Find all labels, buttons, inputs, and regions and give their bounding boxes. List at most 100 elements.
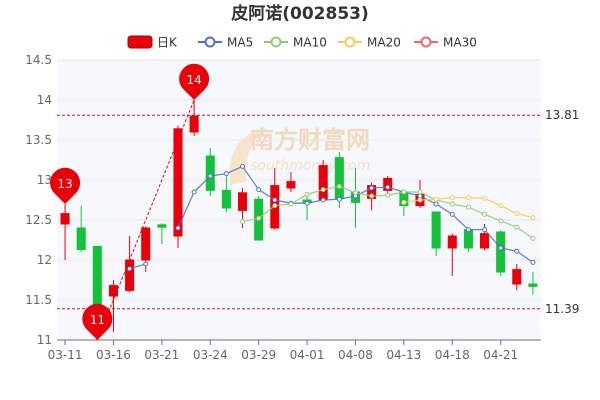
candle-body [496,231,506,273]
reference-line-label: 13.81 [545,108,579,122]
candle-body [205,155,215,191]
ma5-point [304,200,310,206]
legend-marker-swatch [270,36,282,48]
x-tick-label: 03-24 [193,348,228,362]
price-marker: 13 [50,167,81,204]
legend-item[interactable]: MA30 [414,36,477,50]
ma5-point [369,185,375,191]
ma5-point [449,211,455,217]
ma10-point [369,193,375,199]
ma10-point [256,215,262,221]
ma10-point [449,201,455,207]
legend-label: MA20 [367,36,401,50]
candle-body [383,177,393,191]
pin-label: 11 [90,313,105,327]
ma10-point [417,189,423,195]
x-axis: 03-11 03-16 03-21 03-24 03-29 04-01 04-08 04-13… [48,339,541,362]
plot-area [57,60,541,340]
candle-body [528,283,538,287]
legend-marker-swatch [344,36,356,48]
x-tick-label: 04-01 [290,348,325,362]
ma5-point [465,227,471,233]
candle-body [286,181,296,189]
legend-item[interactable]: MA20 [338,36,401,50]
ma10-point [498,218,504,224]
ma10-point [482,211,488,217]
candle-body [512,269,522,285]
x-tick-label: 04-21 [483,348,518,362]
legend-item[interactable]: MA10 [264,36,327,50]
candle-body [125,259,135,291]
ma10-point [304,191,310,197]
price-marker: 14 [179,63,210,100]
reference-line-label: 11.39 [545,302,579,316]
reference-lines: 13.81 11.39 [57,108,579,316]
x-tick-label: 04-13 [386,348,421,362]
ma10-point [514,224,520,230]
ma10-point [320,187,326,193]
legend-label: MA10 [293,36,327,50]
ma5-point [336,196,342,202]
ma5-point [498,245,504,251]
ma5-point [143,261,149,267]
y-tick-label: 13 [37,173,52,187]
ma10-point [336,183,342,189]
ma20-point [465,195,471,201]
y-tick-label: 12 [37,253,52,267]
chart-title: 皮阿诺(002853) [231,3,369,24]
y-tick-label: 11.5 [25,293,52,307]
legend-label: 日K [157,36,178,50]
ma5-point [256,187,262,193]
candle-body [447,235,457,249]
ma20-point [449,195,455,201]
ma5-point [240,163,246,169]
ma20-point [417,197,423,203]
candle-body [318,165,328,201]
y-tick-label: 13.5 [25,133,52,147]
ma5-point [320,197,326,203]
legend-item[interactable]: 日K [127,35,178,50]
ma10-point [288,201,294,207]
legend-label: MA5 [227,36,253,50]
candle-body [221,189,231,209]
plot-background [57,60,541,340]
ma5-point [482,227,488,233]
moving-average-lines [127,163,536,272]
pin-shape [50,167,81,204]
y-tick-label: 12.5 [25,213,52,227]
ma20-point [530,215,536,221]
legend-candle-swatch [127,35,153,49]
ma20-point [482,195,488,201]
ma10-point [240,219,246,225]
legend-marker-swatch [204,36,216,48]
ma5-point [127,266,133,272]
watermark-logo [229,128,268,185]
ma5-point [385,184,391,190]
ma10-point [272,203,278,209]
legend-item[interactable]: MA5 [198,36,253,50]
watermark-subtext: southmoney.com [250,158,370,174]
ma10-point [352,190,358,196]
legend-label: MA30 [443,36,477,50]
y-tick-label: 11 [37,333,52,347]
ma5-point [514,248,520,254]
ma5-point [272,197,278,203]
pin-shape [82,303,113,340]
pin-label: 13 [57,177,72,191]
ma5-point [175,225,181,231]
ma5-point [433,201,439,207]
ma10-point [401,189,407,195]
candle-body [463,229,473,249]
price-markers: 13 11 14 [50,63,210,340]
y-tick-label: 14.5 [25,53,52,67]
candle-body [189,115,199,133]
x-tick-label: 03-29 [241,348,276,362]
y-axis: 11 11.5 12 12.5 13 13.5 14 14.5 [25,53,52,347]
y-tick-label: 14 [37,93,52,107]
x-tick-label: 03-11 [48,348,83,362]
ma10-point [385,192,391,198]
pin-shape [179,63,210,100]
legend-marker-swatch [420,36,432,48]
chart-legend[interactable]: 日K MA5 MA10 MA20 MA30 [127,35,477,50]
